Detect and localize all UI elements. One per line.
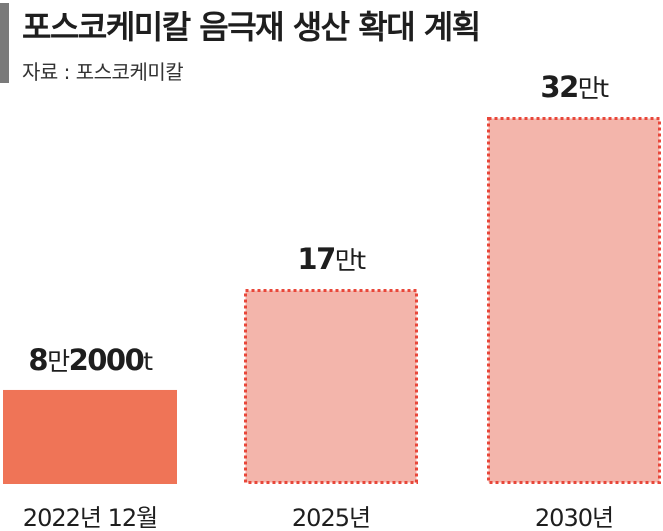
source-note: 자료 : 포스코케미칼 — [22, 60, 184, 84]
category-label-2: 2030년 — [535, 504, 613, 531]
category-label-0: 2022년 12월 — [23, 504, 157, 531]
chart-title: 포스코케미칼 음극재 생산 확대 계획 — [22, 8, 481, 46]
bar-2 — [487, 117, 661, 484]
value-label-2: 32만t — [540, 70, 609, 104]
title-accent-bar — [0, 3, 9, 83]
value-label-0: 8만2000t — [28, 343, 153, 377]
category-label-1: 2025년 — [292, 504, 370, 531]
bar-0 — [3, 389, 177, 484]
value-label-1: 17만t — [297, 242, 366, 276]
bar-1 — [244, 289, 418, 484]
